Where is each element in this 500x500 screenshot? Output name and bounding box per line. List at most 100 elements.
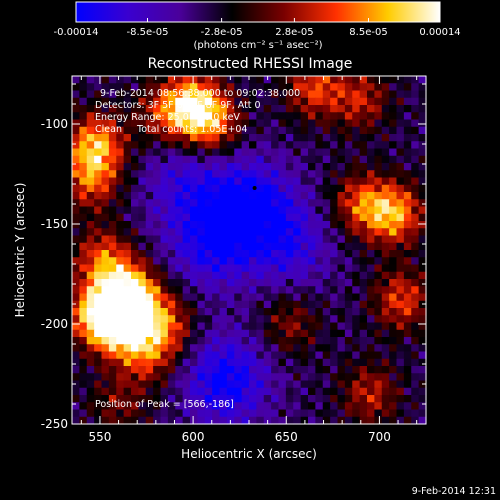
heatmap-cell bbox=[116, 329, 125, 338]
heatmap-cell bbox=[374, 395, 383, 403]
heatmap-cell bbox=[116, 358, 125, 367]
heatmap-cell bbox=[182, 373, 191, 382]
heatmap-cell bbox=[145, 155, 154, 164]
heatmap-cell bbox=[359, 228, 368, 237]
heatmap-cell bbox=[101, 163, 110, 171]
heatmap-cell bbox=[219, 329, 228, 338]
heatmap-cell bbox=[411, 416, 420, 425]
heatmap-cell bbox=[285, 141, 294, 150]
heatmap-cell bbox=[219, 351, 228, 360]
heatmap-cell bbox=[167, 279, 176, 287]
heatmap-cell bbox=[293, 279, 302, 287]
heatmap-cell bbox=[190, 126, 198, 135]
heatmap-cell bbox=[101, 126, 110, 135]
heatmap-cell bbox=[79, 112, 88, 121]
heatmap-cell bbox=[79, 119, 88, 128]
heatmap-cell bbox=[131, 271, 139, 280]
heatmap-cell bbox=[219, 271, 228, 280]
heatmap-cell bbox=[182, 293, 191, 302]
heatmap-cell bbox=[212, 373, 221, 382]
heatmap-cell bbox=[197, 199, 206, 208]
heatmap-cell bbox=[322, 184, 331, 193]
heatmap-cell bbox=[352, 199, 361, 208]
heatmap-cell bbox=[123, 286, 132, 295]
heatmap-cell bbox=[79, 315, 88, 324]
heatmap-cell bbox=[300, 264, 309, 273]
heatmap-cell bbox=[330, 402, 339, 411]
heatmap-cell bbox=[396, 221, 405, 229]
heatmap-cell bbox=[263, 395, 272, 403]
heatmap-cell bbox=[219, 206, 228, 215]
heatmap-cell bbox=[241, 206, 250, 215]
heatmap-cell bbox=[175, 155, 184, 164]
heatmap-cell bbox=[167, 206, 176, 215]
heatmap-cell bbox=[389, 76, 398, 84]
heatmap-cell bbox=[86, 308, 95, 316]
heatmap-cell bbox=[278, 163, 287, 171]
heatmap-cell bbox=[263, 402, 272, 411]
heatmap-cell bbox=[190, 300, 198, 309]
heatmap-cell bbox=[381, 90, 390, 99]
heatmap-cell bbox=[330, 134, 339, 142]
annotation-peak-position: Position of Peak = [566,-186] bbox=[95, 399, 234, 410]
heatmap-cell bbox=[411, 192, 420, 200]
heatmap-cell bbox=[234, 184, 243, 193]
heatmap-cell bbox=[271, 366, 280, 374]
heatmap-cell bbox=[396, 329, 405, 338]
heatmap-cell bbox=[197, 177, 206, 186]
heatmap-cell bbox=[160, 387, 169, 396]
heatmap-cell bbox=[278, 308, 287, 316]
heatmap-cell bbox=[123, 90, 132, 99]
heatmap-cell bbox=[131, 395, 139, 403]
heatmap-cell bbox=[322, 163, 331, 171]
heatmap-cell bbox=[300, 163, 309, 171]
heatmap-cell bbox=[101, 337, 110, 345]
heatmap-cell bbox=[374, 97, 383, 106]
heatmap-cell bbox=[374, 235, 383, 244]
heatmap-cell bbox=[396, 199, 405, 208]
heatmap-cell bbox=[278, 358, 287, 367]
heatmap-cell bbox=[330, 105, 339, 113]
heatmap-cell bbox=[226, 90, 235, 99]
heatmap-cell bbox=[293, 228, 302, 237]
heatmap-cell bbox=[263, 134, 272, 142]
heatmap-cell bbox=[226, 221, 235, 229]
heatmap-cell bbox=[197, 213, 206, 222]
heatmap-cell bbox=[381, 279, 390, 287]
heatmap-cell bbox=[396, 134, 405, 142]
heatmap-cell bbox=[308, 155, 316, 164]
heatmap-cell bbox=[322, 380, 331, 389]
heatmap-cell bbox=[396, 184, 405, 193]
annotation-clean-counts: Clean Total counts: 1.05E+04 bbox=[95, 124, 247, 135]
heatmap-cell bbox=[79, 76, 88, 84]
heatmap-cell bbox=[300, 279, 309, 287]
heatmap-cell bbox=[396, 279, 405, 287]
heatmap-cell bbox=[374, 308, 383, 316]
heatmap-cell bbox=[116, 337, 125, 345]
heatmap-cell bbox=[285, 257, 294, 266]
heatmap-cell bbox=[241, 293, 250, 302]
heatmap-cell bbox=[131, 402, 139, 411]
heatmap-cell bbox=[86, 141, 95, 150]
heatmap-cell bbox=[337, 257, 346, 266]
heatmap-cell bbox=[175, 293, 184, 302]
heatmap-cell bbox=[145, 148, 154, 157]
heatmap-cell bbox=[256, 148, 265, 157]
heatmap-cell bbox=[138, 380, 147, 389]
heatmap-cell bbox=[308, 279, 316, 287]
heatmap-cell bbox=[94, 358, 103, 367]
heatmap-cell bbox=[418, 250, 427, 258]
heatmap-cell bbox=[249, 358, 257, 367]
heatmap-cell bbox=[131, 192, 139, 200]
heatmap-cell bbox=[94, 387, 103, 396]
heatmap-cell bbox=[418, 90, 427, 99]
heatmap-cell bbox=[153, 387, 162, 396]
heatmap-cell bbox=[212, 90, 221, 99]
heatmap-cell bbox=[367, 380, 375, 389]
heatmap-cell bbox=[271, 293, 280, 302]
heatmap-cell bbox=[293, 126, 302, 135]
heatmap-cell bbox=[101, 90, 110, 99]
heatmap-cell bbox=[381, 76, 390, 84]
heatmap-cell bbox=[352, 112, 361, 121]
heatmap-cell bbox=[389, 300, 398, 309]
